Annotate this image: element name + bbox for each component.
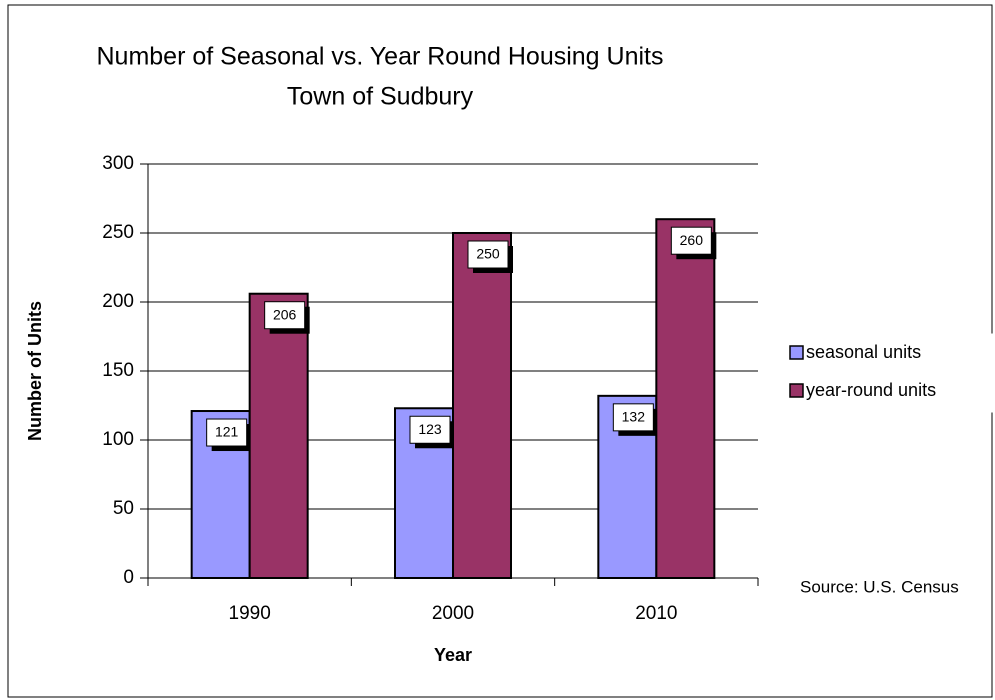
value-label-box bbox=[612, 403, 654, 432]
value-label-box bbox=[409, 415, 451, 444]
x-tick-label: 2010 bbox=[635, 603, 677, 624]
value-label-box bbox=[206, 418, 248, 447]
legend-text: seasonal units bbox=[806, 342, 921, 362]
y-axis-label: Number of Units bbox=[25, 301, 45, 441]
legend-text: year-round units bbox=[806, 380, 936, 400]
chart-subtitle: Town of Sudbury bbox=[287, 83, 474, 111]
legend-swatch bbox=[789, 345, 804, 360]
value-label: 206 bbox=[273, 306, 297, 322]
y-tick-label: 150 bbox=[102, 360, 134, 381]
legend-box bbox=[783, 333, 995, 413]
y-tick-label: 200 bbox=[102, 291, 134, 312]
value-label: 250 bbox=[476, 246, 500, 262]
value-label-box bbox=[670, 226, 712, 255]
bar bbox=[248, 292, 309, 579]
chart-title: Number of Seasonal vs. Year Round Housin… bbox=[97, 43, 664, 71]
value-label: 260 bbox=[680, 232, 704, 248]
x-tick-label: 2000 bbox=[432, 603, 474, 624]
source-note: Source: U.S. Census bbox=[800, 577, 959, 596]
y-tick-label: 250 bbox=[102, 222, 134, 243]
y-tick-label: 0 bbox=[123, 567, 134, 588]
y-tick-label: 300 bbox=[102, 153, 134, 174]
x-axis-label: Year bbox=[434, 645, 472, 665]
value-label-box bbox=[467, 240, 509, 269]
value-label: 123 bbox=[418, 421, 442, 437]
y-tick-label: 50 bbox=[113, 498, 134, 519]
x-tick-label: 1990 bbox=[229, 603, 271, 624]
value-label-box bbox=[264, 301, 306, 330]
legend-swatch bbox=[789, 383, 804, 398]
value-label: 121 bbox=[215, 424, 239, 440]
value-label: 132 bbox=[622, 409, 646, 425]
bar bbox=[452, 232, 512, 579]
y-tick-label: 100 bbox=[102, 429, 134, 450]
bar bbox=[655, 218, 716, 579]
